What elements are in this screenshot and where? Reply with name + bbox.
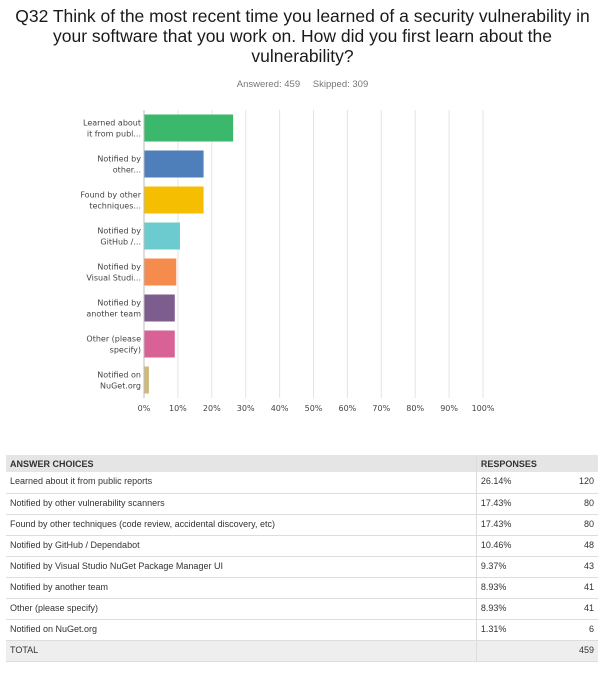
- bar: [144, 150, 204, 178]
- x-tick-label: 60%: [339, 404, 357, 413]
- x-tick-label: 80%: [406, 404, 424, 413]
- question-line-2: your software that you work on. How did …: [52, 26, 552, 46]
- response-percent-cell: 17.43%: [475, 514, 558, 536]
- response-percent-cell: 8.93%: [475, 577, 558, 599]
- table-row: Notified by another team 8.93% 41: [6, 577, 598, 599]
- response-count-cell: 80: [557, 514, 598, 536]
- response-percent-cell: 1.31%: [475, 619, 558, 641]
- bar: [144, 114, 234, 142]
- question-line-1: Q32 Think of the most recent time you le…: [15, 6, 590, 26]
- response-count-cell: 43: [557, 556, 598, 578]
- category-label: Notified by GitHub /...: [97, 227, 141, 247]
- x-tick-label: 70%: [372, 404, 390, 413]
- response-count-cell: 41: [557, 577, 598, 599]
- response-count-cell: 48: [557, 535, 598, 557]
- response-count-cell: 41: [557, 598, 598, 620]
- response-stats: Answered: 459 Skipped: 309: [0, 79, 605, 90]
- answer-choice-cell: Notified by GitHub / Dependabot: [6, 535, 477, 557]
- answer-choice-cell: Notified by another team: [6, 577, 477, 599]
- x-tick-label: 10%: [169, 404, 187, 413]
- bar: [144, 186, 204, 214]
- x-tick-label: 20%: [203, 404, 221, 413]
- table-header-row: ANSWER CHOICES RESPONSES: [6, 455, 598, 472]
- category-label: Notified on NuGet.org: [97, 371, 141, 391]
- responses-table: ANSWER CHOICES RESPONSES Learned about i…: [6, 455, 598, 662]
- x-tick-label: 30%: [237, 404, 255, 413]
- x-tick-label: 90%: [440, 404, 458, 413]
- total-count: 459: [557, 640, 598, 662]
- bar: [144, 222, 180, 250]
- category-label: Notified by other...: [97, 155, 141, 175]
- response-count-cell: 6: [557, 619, 598, 641]
- answer-choice-cell: Notified by other vulnerability scanners: [6, 493, 477, 515]
- bar: [144, 258, 177, 286]
- category-label: Notified by Visual Studi...: [86, 263, 141, 283]
- bar: [144, 330, 175, 358]
- total-label: TOTAL: [6, 640, 477, 662]
- responses-header: RESPONSES: [475, 455, 598, 472]
- table-row: Found by other techniques (code review, …: [6, 514, 598, 536]
- skipped-count: Skipped: 309: [312, 79, 369, 90]
- x-tick-label: 0%: [138, 404, 151, 413]
- table-row: Notified by other vulnerability scanners…: [6, 493, 598, 515]
- table-row: Other (please specify) 8.93% 41: [6, 598, 598, 620]
- response-percent-cell: 8.93%: [475, 598, 558, 620]
- response-percent-cell: 9.37%: [475, 556, 558, 578]
- answered-count: Answered: 459: [236, 79, 301, 90]
- table-row: Notified by Visual Studio NuGet Package …: [6, 556, 598, 578]
- x-tick-label: 50%: [305, 404, 323, 413]
- category-label: Notified by another team: [86, 299, 141, 319]
- bar: [144, 366, 149, 394]
- answer-choice-cell: Other (please specify): [6, 598, 477, 620]
- answer-choice-cell: Notified on NuGet.org: [6, 619, 477, 641]
- response-percent-cell: 10.46%: [475, 535, 558, 557]
- question-line-3: vulnerability?: [251, 46, 354, 66]
- response-percent-cell: 26.14%: [475, 472, 558, 494]
- question-title: Q32 Think of the most recent time you le…: [0, 6, 605, 66]
- response-percent-cell: 17.43%: [475, 493, 558, 515]
- x-tick-label: 40%: [271, 404, 289, 413]
- total-percent-cell: [475, 640, 558, 662]
- answer-choices-header: ANSWER CHOICES: [6, 455, 477, 472]
- bar-chart: 0% 10% 20% 30% 40% 50% 60% 70% 80% 90% 100% Learned…: [80, 110, 495, 413]
- answer-choice-cell: Found by other techniques (code review, …: [6, 514, 477, 536]
- answer-choice-cell: Learned about it from public reports: [6, 472, 477, 494]
- table-row: Learned about it from public reports 26.1…: [6, 472, 598, 494]
- category-label: Found by other techniques...: [80, 191, 141, 211]
- x-tick-label: 100%: [472, 404, 495, 413]
- category-label: Other (please specify): [86, 335, 141, 355]
- table-row: Notified on NuGet.org 1.31% 6: [6, 619, 598, 641]
- category-label: Learned about it from publ...: [83, 119, 141, 139]
- bar: [144, 294, 175, 322]
- response-count-cell: 120: [557, 472, 598, 494]
- table-row: Notified by GitHub / Dependabot 10.46% 48: [6, 535, 598, 557]
- response-count-cell: 80: [557, 493, 598, 515]
- answer-choice-cell: Notified by Visual Studio NuGet Package …: [6, 556, 477, 578]
- total-row: TOTAL 459: [6, 640, 598, 662]
